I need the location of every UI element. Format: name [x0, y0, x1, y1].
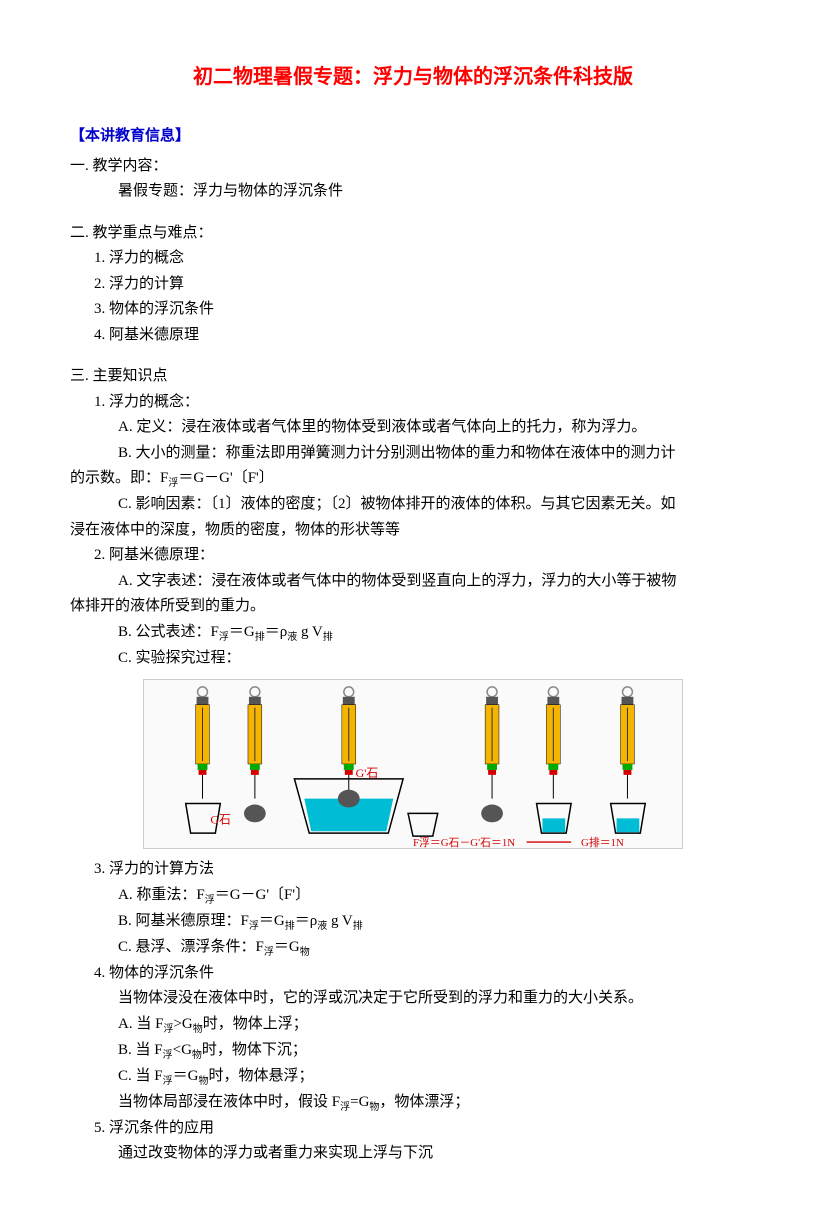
sec2-item: 2. 浮力的计算	[70, 272, 756, 298]
sec2-item: 3. 物体的浮沉条件	[70, 297, 756, 323]
section-header: 【本讲教育信息】	[70, 124, 756, 150]
sec1-title: 一. 教学内容：	[70, 154, 756, 180]
svg-text:F浮＝G石－G'石＝1N: F浮＝G石－G'石＝1N	[413, 836, 515, 849]
sec2-item: 4. 阿基米德原理	[70, 323, 756, 349]
p4-intro: 当物体浸没在液体中时，它的浮或沉决定于它所受到的浮力和重力的大小关系。	[70, 986, 756, 1012]
p3-title: 3. 浮力的计算方法	[70, 857, 756, 883]
sec2-item: 1. 浮力的概念	[70, 246, 756, 272]
p4-b: B. 当 F浮<G物时，物体下沉；	[70, 1038, 756, 1064]
p1-c: C. 影响因素：〔1〕液体的密度；〔2〕被物体排开的液体的体积。与其它因素无关。…	[70, 492, 756, 518]
p1-c2: 浸在液体中的深度，物质的密度，物体的形状等等	[70, 518, 756, 544]
p2-title: 2. 阿基米德原理：	[70, 543, 756, 569]
sec3-title: 三. 主要知识点	[70, 364, 756, 390]
p1-title: 1. 浮力的概念：	[70, 390, 756, 416]
p4-title: 4. 物体的浮沉条件	[70, 961, 756, 987]
page-title: 初二物理暑假专题：浮力与物体的浮沉条件科技版	[70, 60, 756, 94]
p3-a: A. 称重法：F浮＝G－G'〔F'〕	[70, 883, 756, 909]
archimedes-diagram: G石 G'石 F浮＝G石－G'石＝1N G排＝1N	[143, 679, 683, 849]
p1-b2: 的示数。即：F浮＝G－G'〔F'〕	[70, 466, 756, 492]
p4-d: 当物体局部浸在液体中时，假设 F浮=G物，物体漂浮；	[70, 1090, 756, 1116]
p5-content: 通过改变物体的浮力或者重力来实现上浮与下沉	[70, 1141, 756, 1167]
p5-title: 5. 浮沉条件的应用	[70, 1116, 756, 1142]
svg-text:G排＝1N: G排＝1N	[581, 835, 624, 849]
p4-a: A. 当 F浮>G物时，物体上浮；	[70, 1012, 756, 1038]
svg-text:G石: G石	[210, 812, 231, 826]
p3-b: B. 阿基米德原理：F浮＝G排＝ρ液 g V排	[70, 909, 756, 935]
p3-c: C. 悬浮、漂浮条件：F浮＝G物	[70, 935, 756, 961]
p2-b: B. 公式表述：F浮＝G排＝ρ液 g V排	[70, 620, 756, 646]
sec2-title: 二. 教学重点与难点：	[70, 221, 756, 247]
p1-b: B. 大小的测量：称重法即用弹簧测力计分别测出物体的重力和物体在液体中的测力计	[70, 441, 756, 467]
p2-a2: 体排开的液体所受到的重力。	[70, 594, 756, 620]
p1-a: A. 定义：浸在液体或者气体里的物体受到液体或者气体向上的托力，称为浮力。	[70, 415, 756, 441]
sec1-content: 暑假专题：浮力与物体的浮沉条件	[70, 179, 756, 205]
svg-text:G'石: G'石	[356, 766, 379, 780]
p2-a: A. 文字表述：浸在液体或者气体中的物体受到竖直向上的浮力，浮力的大小等于被物	[70, 569, 756, 595]
p4-c: C. 当 F浮＝G物时，物体悬浮；	[70, 1064, 756, 1090]
p2-c: C. 实验探究过程：	[70, 646, 756, 672]
